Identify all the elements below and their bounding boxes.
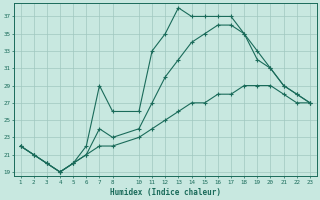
X-axis label: Humidex (Indice chaleur): Humidex (Indice chaleur): [110, 188, 221, 197]
